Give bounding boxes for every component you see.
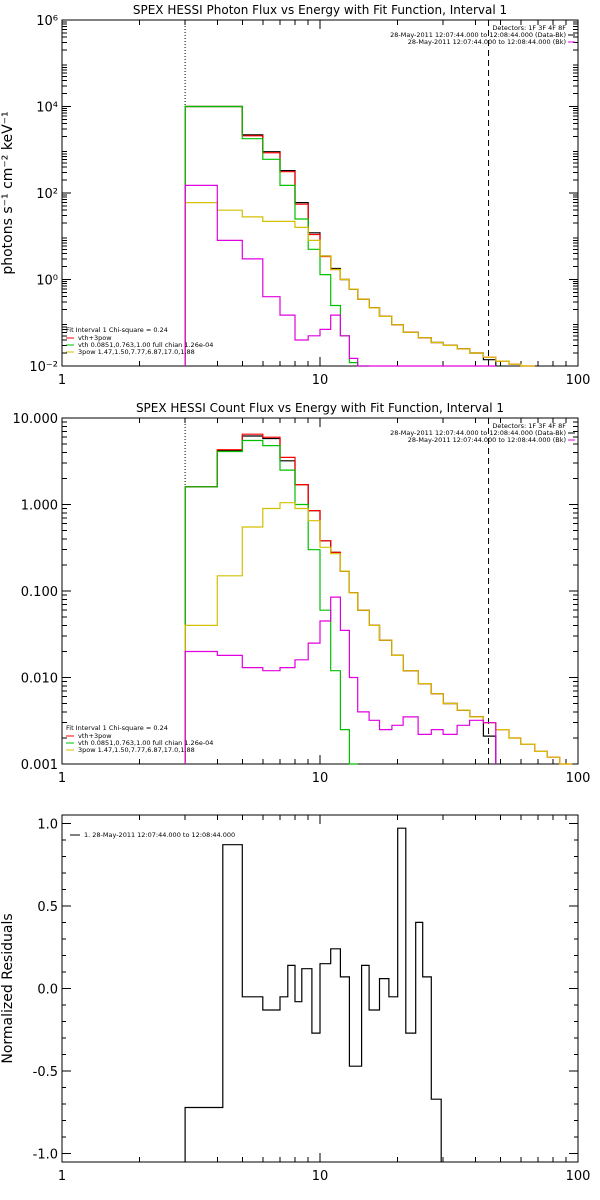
x-tick-label: 10 bbox=[312, 373, 329, 388]
y-tick-label: 10.000 bbox=[13, 412, 59, 427]
detector-header-line: Detectors: 1F 3F 4F 8F bbox=[492, 422, 566, 430]
x-tick-label: 1 bbox=[58, 1169, 66, 1184]
fit-legend-entry: 3pow 1.47,1.50,7.77,6.87,17.0,1.88 bbox=[78, 348, 195, 356]
x-tick-label: 10 bbox=[312, 1169, 329, 1184]
fit-legend-title: Fit Interval 1 Chi-square = 0.24 bbox=[66, 326, 168, 334]
detector-header-line: 28-May-2011 12:07:44.000 to 12:08:44.000… bbox=[390, 31, 566, 39]
y-tick-label: 0.5 bbox=[37, 900, 58, 915]
y-tick-label: -1.0 bbox=[33, 1148, 58, 1163]
y-axis-label: photons s⁻¹ cm⁻² keV⁻¹ bbox=[0, 111, 16, 274]
series-bk bbox=[184, 596, 497, 764]
series-vth-3pow bbox=[184, 105, 535, 367]
series-vth-3pow bbox=[184, 433, 573, 765]
x-tick-label: 100 bbox=[566, 1169, 591, 1184]
residual-legend-label: 1. 28-May-2011 12:07:44.000 to 12:08:44.… bbox=[84, 831, 235, 839]
y-tick-label: 1.0 bbox=[37, 817, 58, 832]
series-1-28-may-2011-12-07-44-000-to-12-08-44-000 bbox=[184, 827, 442, 1162]
detector-header-line: 28-May-2011 12:07:44.000 to 12:08:44.000… bbox=[390, 429, 566, 437]
y-tick-label: 10⁴ bbox=[36, 101, 58, 116]
fit-legend-entry: vth+3pow bbox=[78, 732, 112, 740]
series-vth bbox=[184, 105, 370, 367]
y-tick-label: 10⁶ bbox=[36, 14, 58, 29]
series-3pow bbox=[184, 202, 535, 367]
series-bk bbox=[184, 184, 496, 367]
x-tick-label: 100 bbox=[566, 373, 591, 388]
y-tick-label: -0.5 bbox=[33, 1065, 58, 1080]
plot-frame-1 bbox=[61, 19, 579, 367]
y-tick-label: 1.000 bbox=[21, 499, 58, 514]
y-tick-label: 10⁰ bbox=[36, 274, 58, 289]
y-tick-label: 0.0 bbox=[37, 983, 58, 998]
y-tick-label: 10² bbox=[36, 187, 58, 202]
y-tick-label: 0.100 bbox=[21, 585, 58, 600]
y-tick-label: 10⁻² bbox=[29, 360, 58, 375]
fit-legend-entry: vth+3pow bbox=[78, 334, 112, 342]
x-tick-label: 10 bbox=[312, 771, 329, 786]
x-tick-label: 1 bbox=[58, 373, 66, 388]
detector-header-line: 28-May-2011 12:07:44.000 to 12:08:44.000… bbox=[408, 436, 566, 444]
series-3pow bbox=[184, 502, 573, 765]
x-tick-label: 1 bbox=[58, 771, 66, 786]
detector-header-line: 28-May-2011 12:07:44.000 to 12:08:44.000… bbox=[408, 38, 566, 46]
fit-legend-title: Fit Interval 1 Chi-square = 0.24 bbox=[66, 724, 168, 732]
fit-legend-entry: vth 0.0851,0.763,1.00 full chian 1.26e-0… bbox=[78, 739, 213, 747]
chart-title: SPEX HESSI Photon Flux vs Energy with Fi… bbox=[133, 3, 507, 17]
detector-header-line: Detectors: 1F 3F 4F 8F bbox=[492, 24, 566, 32]
y-tick-label: 0.001 bbox=[21, 758, 58, 773]
x-tick-label: 100 bbox=[566, 771, 591, 786]
y-axis-label: Normalized Residuals bbox=[0, 913, 16, 1063]
series-vth bbox=[184, 439, 358, 765]
fit-legend-entry: 3pow 1.47,1.50,7.77,6.87,17.0,1.88 bbox=[78, 746, 195, 754]
y-tick-label: 0.010 bbox=[21, 672, 58, 687]
chart-title: SPEX HESSI Count Flux vs Energy with Fit… bbox=[136, 401, 504, 415]
fit-legend-entry: vth 0.0851,0.763,1.00 full chian 1.26e-0… bbox=[78, 341, 213, 349]
